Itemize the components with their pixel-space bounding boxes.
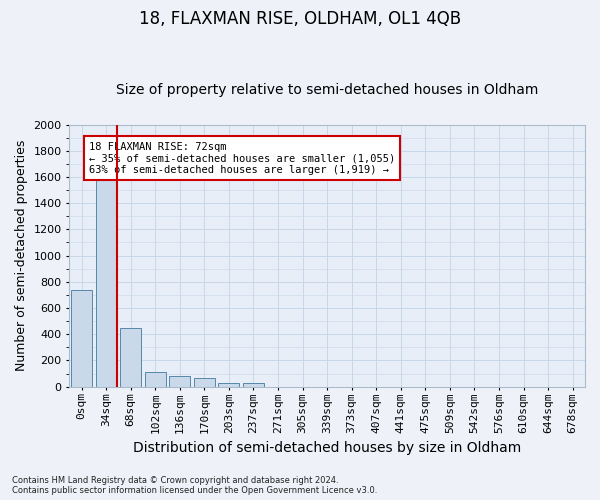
Y-axis label: Number of semi-detached properties: Number of semi-detached properties	[15, 140, 28, 372]
Bar	[96, 170, 116, 386]
Bar	[218, 382, 239, 386]
Bar	[71, 290, 92, 386]
Bar	[169, 376, 190, 386]
Bar	[194, 378, 215, 386]
Bar	[243, 382, 264, 386]
Text: 18 FLAXMAN RISE: 72sqm
← 35% of semi-detached houses are smaller (1,055)
63% of : 18 FLAXMAN RISE: 72sqm ← 35% of semi-det…	[89, 142, 395, 175]
Bar	[145, 372, 166, 386]
Text: 18, FLAXMAN RISE, OLDHAM, OL1 4QB: 18, FLAXMAN RISE, OLDHAM, OL1 4QB	[139, 10, 461, 28]
Text: Contains HM Land Registry data © Crown copyright and database right 2024.
Contai: Contains HM Land Registry data © Crown c…	[12, 476, 377, 495]
Bar	[120, 328, 141, 386]
X-axis label: Distribution of semi-detached houses by size in Oldham: Distribution of semi-detached houses by …	[133, 441, 521, 455]
Title: Size of property relative to semi-detached houses in Oldham: Size of property relative to semi-detach…	[116, 83, 538, 97]
